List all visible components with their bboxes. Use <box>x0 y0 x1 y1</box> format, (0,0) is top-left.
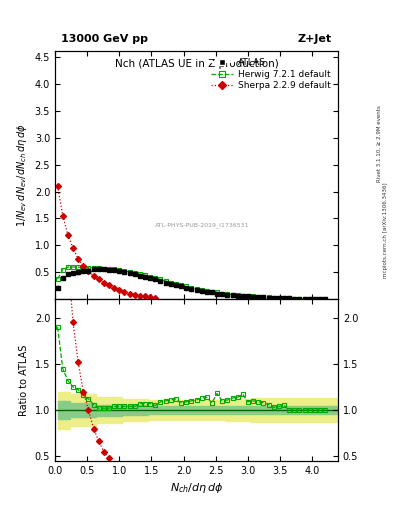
Sherpa 2.2.9 default <box>143 293 147 300</box>
Text: 13000 GeV pp: 13000 GeV pp <box>61 33 148 44</box>
Text: ATL-PHYS-PUB-2019_I1736531: ATL-PHYS-PUB-2019_I1736531 <box>155 222 250 228</box>
Sherpa 2.2.9 default <box>101 280 106 286</box>
Herwig 7.2.1 default <box>323 296 327 302</box>
Sherpa 2.2.9 default <box>112 285 117 291</box>
Text: Nch (ATLAS UE in Z production): Nch (ATLAS UE in Z production) <box>115 59 278 69</box>
Sherpa 2.2.9 default <box>127 290 132 296</box>
Sherpa 2.2.9 default <box>71 245 75 251</box>
Herwig 7.2.1 default <box>132 270 137 276</box>
Sherpa 2.2.9 default <box>132 291 137 297</box>
Herwig 7.2.1 default <box>297 295 302 302</box>
Text: Z+Jet: Z+Jet <box>298 33 332 44</box>
Sherpa 2.2.9 default <box>61 212 65 219</box>
Herwig 7.2.1 default <box>266 294 271 301</box>
Sherpa 2.2.9 default <box>76 256 81 262</box>
Line: Herwig 7.2.1 default: Herwig 7.2.1 default <box>55 265 327 302</box>
Sherpa 2.2.9 default <box>148 294 152 301</box>
X-axis label: $N_{ch}/d\eta\,d\phi$: $N_{ch}/d\eta\,d\phi$ <box>170 481 223 495</box>
Sherpa 2.2.9 default <box>96 276 101 283</box>
Line: Sherpa 2.2.9 default: Sherpa 2.2.9 default <box>55 184 158 300</box>
Herwig 7.2.1 default <box>66 264 70 270</box>
Herwig 7.2.1 default <box>215 289 219 295</box>
Text: mcplots.cern.ch [arXiv:1306.3436]: mcplots.cern.ch [arXiv:1306.3436] <box>383 183 387 278</box>
Herwig 7.2.1 default <box>220 290 224 296</box>
Herwig 7.2.1 default <box>55 276 60 282</box>
Sherpa 2.2.9 default <box>91 272 96 279</box>
Sherpa 2.2.9 default <box>55 183 60 189</box>
Sherpa 2.2.9 default <box>81 263 86 269</box>
Text: Rivet 3.1.10, ≥ 2.9M events: Rivet 3.1.10, ≥ 2.9M events <box>377 105 382 182</box>
Sherpa 2.2.9 default <box>117 287 122 293</box>
Sherpa 2.2.9 default <box>122 289 127 295</box>
Sherpa 2.2.9 default <box>86 268 91 274</box>
Y-axis label: Ratio to ATLAS: Ratio to ATLAS <box>19 345 29 416</box>
Sherpa 2.2.9 default <box>153 294 158 301</box>
Sherpa 2.2.9 default <box>66 231 70 238</box>
Y-axis label: $1/N_{ev}\,dN_{ev}/dN_{ch}\,d\eta\,d\phi$: $1/N_{ev}\,dN_{ev}/dN_{ch}\,d\eta\,d\phi… <box>15 123 29 227</box>
Sherpa 2.2.9 default <box>107 282 111 288</box>
Legend: ATLAS, Herwig 7.2.1 default, Sherpa 2.2.9 default: ATLAS, Herwig 7.2.1 default, Sherpa 2.2.… <box>208 56 334 93</box>
Herwig 7.2.1 default <box>230 291 235 297</box>
Sherpa 2.2.9 default <box>138 292 142 298</box>
